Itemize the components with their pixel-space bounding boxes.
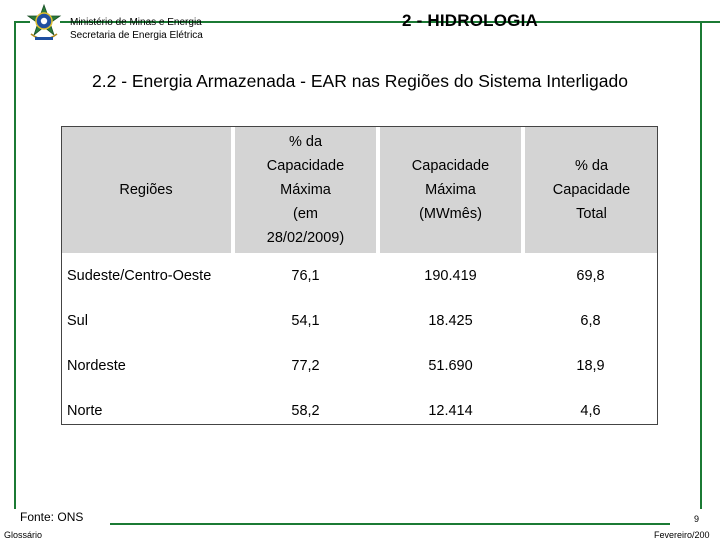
frame-line-top-left	[14, 21, 30, 23]
header-line: Regiões	[119, 181, 173, 198]
cell-pct-max: 58,2	[291, 402, 320, 419]
cell-pct-max: 77,2	[291, 357, 320, 374]
table-row: Nordeste 77,2 51.690 18,9	[61, 343, 658, 388]
ministry-name: Ministério de Minas e Energia Secretaria…	[70, 16, 203, 42]
ministry-line-1: Ministério de Minas e Energia	[70, 17, 202, 28]
cell-region: Sudeste/Centro-Oeste	[67, 267, 212, 284]
cell-pct-max: 54,1	[291, 312, 320, 329]
col-header-pct-max-capacity: % da Capacidade Máxima (em 28/02/2009)	[233, 126, 380, 253]
cell-pct-total: 6,8	[580, 312, 601, 329]
cell-region: Norte	[67, 402, 103, 419]
cell-max-capacity: 51.690	[428, 357, 473, 374]
page-number: 9	[694, 514, 700, 524]
table-row: Norte 58,2 12.414 4,6	[61, 388, 658, 433]
cell-max-capacity: 12.414	[428, 402, 473, 419]
header-line: % da	[288, 133, 323, 150]
cell-pct-total: 69,8	[576, 267, 605, 284]
header-line: Capacidade	[552, 181, 631, 198]
header-line: Capacidade	[411, 157, 490, 174]
header-line: 28/02/2009)	[266, 229, 345, 246]
table-row: Sul 54,1 18.425 6,8	[61, 298, 658, 343]
header-line: Máxima	[280, 181, 331, 198]
source-note: Fonte: ONS	[20, 510, 84, 524]
header-line: % da	[574, 157, 609, 174]
cell-max-capacity: 190.419	[424, 267, 477, 284]
ear-table: Regiões % da Capacidade Máxima (em 28/02…	[61, 126, 658, 433]
section-title: 2 - HIDROLOGIA	[402, 11, 538, 30]
header-line: Capacidade	[266, 157, 345, 174]
cell-region: Nordeste	[67, 357, 126, 374]
header-line: (MWmês)	[419, 205, 482, 222]
header-line: Máxima	[425, 181, 476, 198]
cell-region: Sul	[67, 312, 88, 329]
table-row: Sudeste/Centro-Oeste 76,1 190.419 69,8	[61, 253, 658, 298]
header-line: Total	[576, 205, 607, 222]
frame-line-bottom	[110, 523, 670, 525]
col-header-max-capacity: Capacidade Máxima (MWmês)	[378, 126, 525, 253]
brazil-coat-of-arms-icon	[26, 4, 62, 40]
cell-pct-max: 76,1	[291, 267, 320, 284]
page-title: 2.2 - Energia Armazenada - EAR nas Regiõ…	[92, 71, 628, 91]
frame-line-top	[60, 21, 720, 23]
col-header-regions: Regiões	[61, 126, 235, 253]
glossary-link[interactable]: Glossário	[4, 530, 43, 540]
ministry-line-2: Secretaria de Energia Elétrica	[70, 30, 203, 41]
frame-line-right	[700, 21, 702, 509]
cell-pct-total: 4,6	[580, 402, 601, 419]
cell-max-capacity: 18.425	[428, 312, 473, 329]
table-header-row: Regiões % da Capacidade Máxima (em 28/02…	[61, 126, 658, 253]
header-line: (em	[293, 205, 318, 222]
cell-pct-total: 18,9	[576, 357, 605, 374]
frame-line-left	[14, 21, 16, 509]
footer-date: Fevereiro/200	[654, 530, 710, 540]
col-header-pct-total-capacity: % da Capacidade Total	[523, 126, 658, 253]
